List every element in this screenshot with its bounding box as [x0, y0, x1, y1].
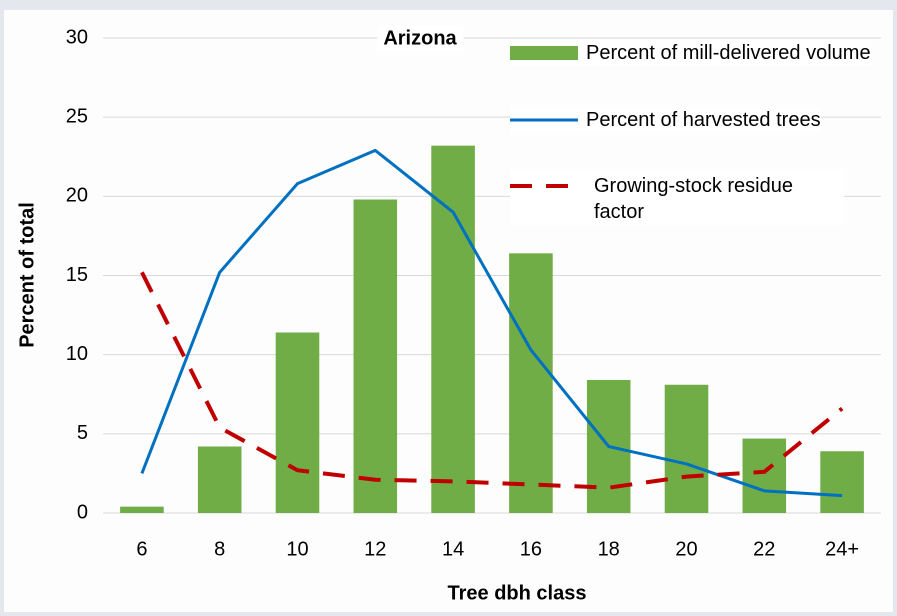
y-tick-label: 30: [66, 26, 88, 48]
title-background: [377, 25, 464, 52]
legend-swatch: [510, 184, 578, 188]
bar: [120, 506, 164, 513]
bar: [664, 384, 709, 513]
x-tick-label: 24+: [825, 538, 859, 560]
line-series: [140, 148, 843, 498]
x-tick-label: 16: [520, 538, 542, 560]
x-tick-label: 6: [136, 538, 147, 560]
x-axis-label: Tree dbh class: [448, 582, 587, 604]
x-tick-label: 14: [442, 538, 464, 560]
legend-item: Growing-stock residue factor: [510, 169, 844, 225]
y-axis-label: Percent of total: [16, 202, 38, 348]
bar: [431, 145, 475, 513]
legend-label: Percent of mill-delivered volume: [586, 42, 871, 64]
legend-label: Percent of harvested trees: [586, 109, 821, 131]
legend-swatch: [510, 46, 578, 60]
y-tick-label: 25: [66, 105, 88, 127]
legend-swatch: [510, 118, 578, 122]
legend-item: Percent of mill-delivered volume: [510, 40, 871, 66]
y-tick-label: 15: [66, 264, 88, 286]
legend-item: Percent of harvested trees: [510, 107, 821, 133]
x-tick-label: 10: [286, 538, 308, 560]
x-tick-label: 20: [675, 538, 697, 560]
bar: [820, 451, 864, 513]
x-tick-label: 8: [214, 538, 225, 560]
bar: [742, 438, 787, 513]
legend-label: Growing-stock residue factor: [594, 175, 793, 223]
bar: [509, 253, 553, 514]
chart-title: Arizona: [383, 27, 457, 49]
y-tick-label: 0: [77, 501, 88, 523]
y-tick-label: 5: [77, 422, 88, 444]
x-tick-label: 18: [598, 538, 620, 560]
x-tick-label: 12: [364, 538, 386, 560]
legend-swatch-bar: [510, 46, 578, 60]
bar: [197, 446, 242, 513]
x-tick-label: 22: [753, 538, 775, 560]
line-series: [140, 271, 844, 490]
bar: [353, 199, 398, 513]
y-tick-label: 20: [66, 185, 88, 207]
y-tick-label: 10: [66, 343, 88, 365]
bar: [275, 332, 320, 513]
